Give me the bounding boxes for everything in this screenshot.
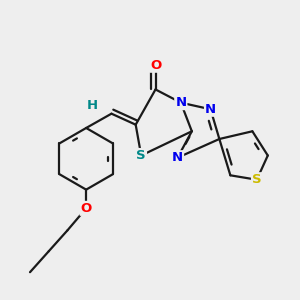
Text: O: O	[150, 59, 161, 72]
Text: S: S	[252, 173, 262, 186]
Text: S: S	[136, 149, 146, 162]
Text: N: N	[175, 96, 186, 109]
Text: H: H	[87, 100, 98, 112]
Text: N: N	[205, 103, 216, 116]
Text: O: O	[80, 202, 92, 215]
Text: N: N	[172, 151, 183, 164]
